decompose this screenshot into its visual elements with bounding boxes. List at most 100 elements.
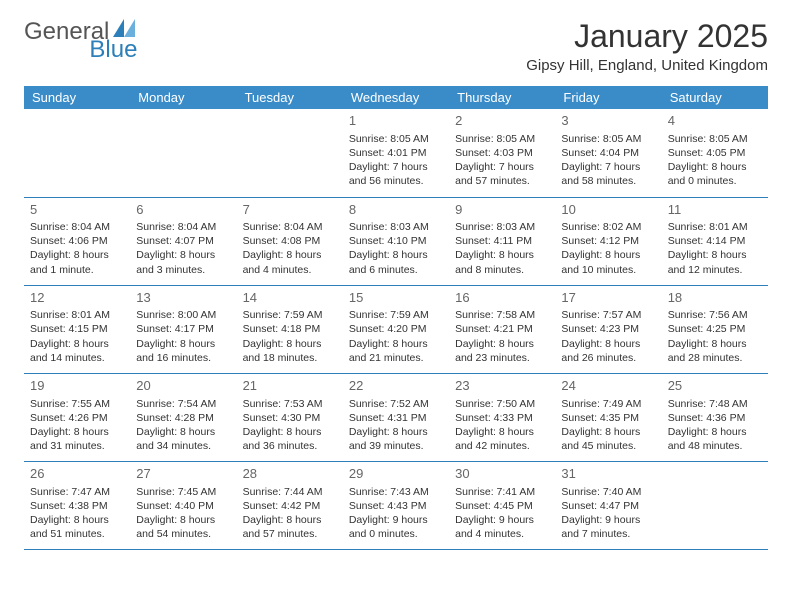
daylight-text: Daylight: 9 hours and 0 minutes. <box>349 513 443 541</box>
daylight-text: Daylight: 8 hours and 57 minutes. <box>243 513 337 541</box>
sunset-text: Sunset: 4:05 PM <box>668 146 762 160</box>
calendar-week-row: 12Sunrise: 8:01 AMSunset: 4:15 PMDayligh… <box>24 285 768 373</box>
calendar-cell: 28 Sunrise: 7:44 AMSunset: 4:42 PMDayligh… <box>237 462 343 550</box>
calendar-cell <box>130 109 236 197</box>
day-number: 28 <box>243 465 337 483</box>
calendar-cell: 1Sunrise: 8:05 AMSunset: 4:01 PMDaylight… <box>343 109 449 197</box>
calendar-cell: 14Sunrise: 7:59 AMSunset: 4:18 PMDayligh… <box>237 285 343 373</box>
calendar-cell: 16Sunrise: 7:58 AMSunset: 4:21 PMDayligh… <box>449 285 555 373</box>
daylight-text: Daylight: 9 hours and 7 minutes. <box>561 513 655 541</box>
day-number: 14 <box>243 289 337 307</box>
calendar-cell: 8Sunrise: 8:03 AMSunset: 4:10 PMDaylight… <box>343 197 449 285</box>
calendar-cell: 29Sunrise: 7:43 AMSunset: 4:43 PMDayligh… <box>343 462 449 550</box>
calendar-cell <box>24 109 130 197</box>
sunset-text: Sunset: 4:28 PM <box>136 411 230 425</box>
day-number: 7 <box>243 201 337 219</box>
sunset-text: Sunset: 4:12 PM <box>561 234 655 248</box>
sunset-text: Sunset: 4:17 PM <box>136 322 230 336</box>
daylight-text: Daylight: 8 hours and 51 minutes. <box>30 513 124 541</box>
daylight-text: Daylight: 8 hours and 21 minutes. <box>349 337 443 365</box>
day-number: 27 <box>136 465 230 483</box>
day-number: 18 <box>668 289 762 307</box>
sunrise-text: Sunrise: 8:05 AM <box>668 132 762 146</box>
daylight-text: Daylight: 8 hours and 23 minutes. <box>455 337 549 365</box>
day-header: Wednesday <box>343 86 449 109</box>
daylight-text: Daylight: 8 hours and 31 minutes. <box>30 425 124 453</box>
month-title: January 2025 <box>526 18 768 55</box>
day-number: 5 <box>30 201 124 219</box>
daylight-text: Daylight: 8 hours and 34 minutes. <box>136 425 230 453</box>
sunrise-text: Sunrise: 8:02 AM <box>561 220 655 234</box>
sunset-text: Sunset: 4:26 PM <box>30 411 124 425</box>
sunrise-text: Sunrise: 7:52 AM <box>349 397 443 411</box>
sunset-text: Sunset: 4:38 PM <box>30 499 124 513</box>
day-header: Tuesday <box>237 86 343 109</box>
day-number: 8 <box>349 201 443 219</box>
day-number: 15 <box>349 289 443 307</box>
sunrise-text: Sunrise: 7:45 AM <box>136 485 230 499</box>
sunset-text: Sunset: 4:07 PM <box>136 234 230 248</box>
day-number: 22 <box>349 377 443 395</box>
title-block: January 2025 Gipsy Hill, England, United… <box>526 18 768 74</box>
sunrise-text: Sunrise: 7:59 AM <box>349 308 443 322</box>
sunrise-text: Sunrise: 8:04 AM <box>30 220 124 234</box>
sunset-text: Sunset: 4:36 PM <box>668 411 762 425</box>
daylight-text: Daylight: 8 hours and 14 minutes. <box>30 337 124 365</box>
sunrise-text: Sunrise: 8:05 AM <box>455 132 549 146</box>
day-number: 23 <box>455 377 549 395</box>
daylight-text: Daylight: 8 hours and 6 minutes. <box>349 248 443 276</box>
calendar-cell: 26Sunrise: 7:47 AMSunset: 4:38 PMDayligh… <box>24 462 130 550</box>
sunset-text: Sunset: 4:08 PM <box>243 234 337 248</box>
sunset-text: Sunset: 4:30 PM <box>243 411 337 425</box>
sunrise-text: Sunrise: 8:04 AM <box>136 220 230 234</box>
calendar-cell: 18Sunrise: 7:56 AMSunset: 4:25 PMDayligh… <box>662 285 768 373</box>
sunrise-text: Sunrise: 7:59 AM <box>243 308 337 322</box>
daylight-text: Daylight: 8 hours and 39 minutes. <box>349 425 443 453</box>
sunset-text: Sunset: 4:33 PM <box>455 411 549 425</box>
sunset-text: Sunset: 4:10 PM <box>349 234 443 248</box>
sunrise-text: Sunrise: 7:57 AM <box>561 308 655 322</box>
daylight-text: Daylight: 8 hours and 26 minutes. <box>561 337 655 365</box>
calendar-cell: 31Sunrise: 7:40 AMSunset: 4:47 PMDayligh… <box>555 462 661 550</box>
sunset-text: Sunset: 4:45 PM <box>455 499 549 513</box>
daylight-text: Daylight: 8 hours and 3 minutes. <box>136 248 230 276</box>
daylight-text: Daylight: 8 hours and 8 minutes. <box>455 248 549 276</box>
daylight-text: Daylight: 8 hours and 16 minutes. <box>136 337 230 365</box>
calendar-week-row: 26Sunrise: 7:47 AMSunset: 4:38 PMDayligh… <box>24 462 768 550</box>
calendar-cell: 7Sunrise: 8:04 AMSunset: 4:08 PMDaylight… <box>237 197 343 285</box>
day-header: Monday <box>130 86 236 109</box>
calendar-cell: 15Sunrise: 7:59 AMSunset: 4:20 PMDayligh… <box>343 285 449 373</box>
header: General Blue January 2025 Gipsy Hill, En… <box>24 18 768 74</box>
sunrise-text: Sunrise: 7:53 AM <box>243 397 337 411</box>
daylight-text: Daylight: 8 hours and 48 minutes. <box>668 425 762 453</box>
logo: General Blue <box>24 18 187 46</box>
day-number: 25 <box>668 377 762 395</box>
sunrise-text: Sunrise: 7:44 AM <box>243 485 337 499</box>
calendar-cell: 22Sunrise: 7:52 AMSunset: 4:31 PMDayligh… <box>343 373 449 461</box>
day-number: 3 <box>561 112 655 130</box>
sunrise-text: Sunrise: 7:41 AM <box>455 485 549 499</box>
day-number: 29 <box>349 465 443 483</box>
sunrise-text: Sunrise: 7:43 AM <box>349 485 443 499</box>
day-header: Sunday <box>24 86 130 109</box>
sunset-text: Sunset: 4:21 PM <box>455 322 549 336</box>
day-number: 1 <box>349 112 443 130</box>
calendar-cell: 9Sunrise: 8:03 AMSunset: 4:11 PMDaylight… <box>449 197 555 285</box>
sunset-text: Sunset: 4:15 PM <box>30 322 124 336</box>
sunrise-text: Sunrise: 7:40 AM <box>561 485 655 499</box>
day-number: 11 <box>668 201 762 219</box>
sunrise-text: Sunrise: 7:58 AM <box>455 308 549 322</box>
calendar-week-row: 5Sunrise: 8:04 AMSunset: 4:06 PMDaylight… <box>24 197 768 285</box>
sunset-text: Sunset: 4:42 PM <box>243 499 337 513</box>
sunset-text: Sunset: 4:01 PM <box>349 146 443 160</box>
sunrise-text: Sunrise: 8:00 AM <box>136 308 230 322</box>
daylight-text: Daylight: 8 hours and 4 minutes. <box>243 248 337 276</box>
daylight-text: Daylight: 8 hours and 1 minute. <box>30 248 124 276</box>
day-number: 19 <box>30 377 124 395</box>
day-header: Thursday <box>449 86 555 109</box>
day-number: 12 <box>30 289 124 307</box>
daylight-text: Daylight: 8 hours and 45 minutes. <box>561 425 655 453</box>
day-number: 4 <box>668 112 762 130</box>
calendar-cell: 21Sunrise: 7:53 AMSunset: 4:30 PMDayligh… <box>237 373 343 461</box>
sunrise-text: Sunrise: 7:47 AM <box>30 485 124 499</box>
